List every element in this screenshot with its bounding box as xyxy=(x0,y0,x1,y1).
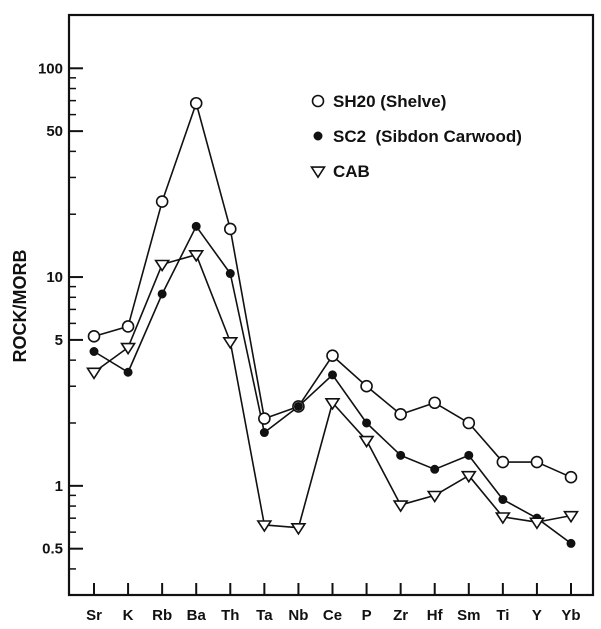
x-tick-label: P xyxy=(362,607,372,624)
data-point xyxy=(259,428,269,438)
series-markers xyxy=(86,96,579,548)
data-point xyxy=(191,221,201,231)
x-tick-label: Ce xyxy=(323,607,342,624)
data-point xyxy=(157,289,167,299)
data-point xyxy=(428,396,442,410)
data-point xyxy=(189,96,203,110)
data-point xyxy=(358,435,375,449)
data-point xyxy=(564,470,578,484)
data-point xyxy=(87,330,101,343)
data-point xyxy=(120,342,137,356)
data-point xyxy=(256,520,273,533)
data-point xyxy=(566,538,576,548)
x-tick-label: Ti xyxy=(496,607,509,624)
data-point xyxy=(326,349,339,363)
data-point xyxy=(528,517,545,530)
data-point xyxy=(530,455,544,469)
legend-label: SH20 (Shelve) xyxy=(333,92,446,111)
y-tick-label: 0.5 xyxy=(42,541,63,558)
data-point xyxy=(154,259,171,273)
data-point xyxy=(225,269,235,279)
y-axis-title: ROCK/MORB xyxy=(10,250,30,363)
x-tick-label: K xyxy=(123,607,134,624)
data-point xyxy=(496,455,510,469)
x-tick-label: Sr xyxy=(86,607,102,624)
x-tick-label: Yb xyxy=(561,607,580,624)
y-axis: 0.5 1 5 10 50 100 xyxy=(38,60,83,596)
data-point xyxy=(360,379,373,393)
y-tick-label: 100 xyxy=(38,60,63,77)
data-point xyxy=(290,523,307,536)
data-point xyxy=(293,401,303,411)
data-point xyxy=(396,450,406,460)
data-point xyxy=(123,367,133,377)
series-line-0 xyxy=(93,102,572,478)
data-point xyxy=(430,464,440,474)
y-tick-label: 1 xyxy=(55,478,63,495)
legend: SH20 (Shelve) SC2 (Sibdon Carwood) CAB xyxy=(310,92,522,181)
data-point xyxy=(460,470,477,484)
legend-label: CAB xyxy=(333,162,370,181)
y-tick-label: 5 xyxy=(55,332,63,349)
x-tick-label: Y xyxy=(532,607,542,624)
data-point xyxy=(188,249,205,263)
data-point xyxy=(498,495,508,505)
x-tick-label: Th xyxy=(221,607,239,624)
y-tick-label: 50 xyxy=(46,123,63,140)
x-tick-label: Sm xyxy=(457,607,480,624)
x-tick-label: Ba xyxy=(187,607,207,624)
data-point xyxy=(392,500,409,513)
data-point xyxy=(121,320,135,333)
data-point xyxy=(258,412,271,425)
legend-marker xyxy=(313,131,323,141)
data-point xyxy=(462,416,476,430)
x-axis: Sr K Rb Ba Th Ta Nb Ce P Zr Hf Sm Ti Y Yb xyxy=(86,583,581,624)
data-point xyxy=(563,510,579,524)
data-point xyxy=(86,367,102,380)
x-tick-label: Zr xyxy=(393,607,408,624)
x-tick-label: Nb xyxy=(288,607,308,624)
data-point xyxy=(328,370,337,380)
plot-frame xyxy=(67,13,595,597)
data-point xyxy=(394,408,407,421)
x-tick-label: Ta xyxy=(256,607,273,624)
data-point xyxy=(223,222,237,236)
data-point xyxy=(426,490,443,504)
x-tick-label: Rb xyxy=(152,607,172,624)
x-tick-label: Hf xyxy=(427,607,444,624)
data-point xyxy=(494,512,511,525)
data-point xyxy=(89,347,99,357)
data-point xyxy=(464,450,474,460)
data-point xyxy=(362,418,372,428)
legend-marker xyxy=(311,94,325,108)
data-point xyxy=(324,398,341,411)
y-tick-label: 10 xyxy=(46,269,63,286)
legend-marker xyxy=(310,166,326,179)
series-line-1 xyxy=(93,225,572,545)
legend-label: SC2 (Sibdon Carwood) xyxy=(333,127,522,146)
data-point xyxy=(155,195,169,208)
data-point xyxy=(222,337,239,350)
